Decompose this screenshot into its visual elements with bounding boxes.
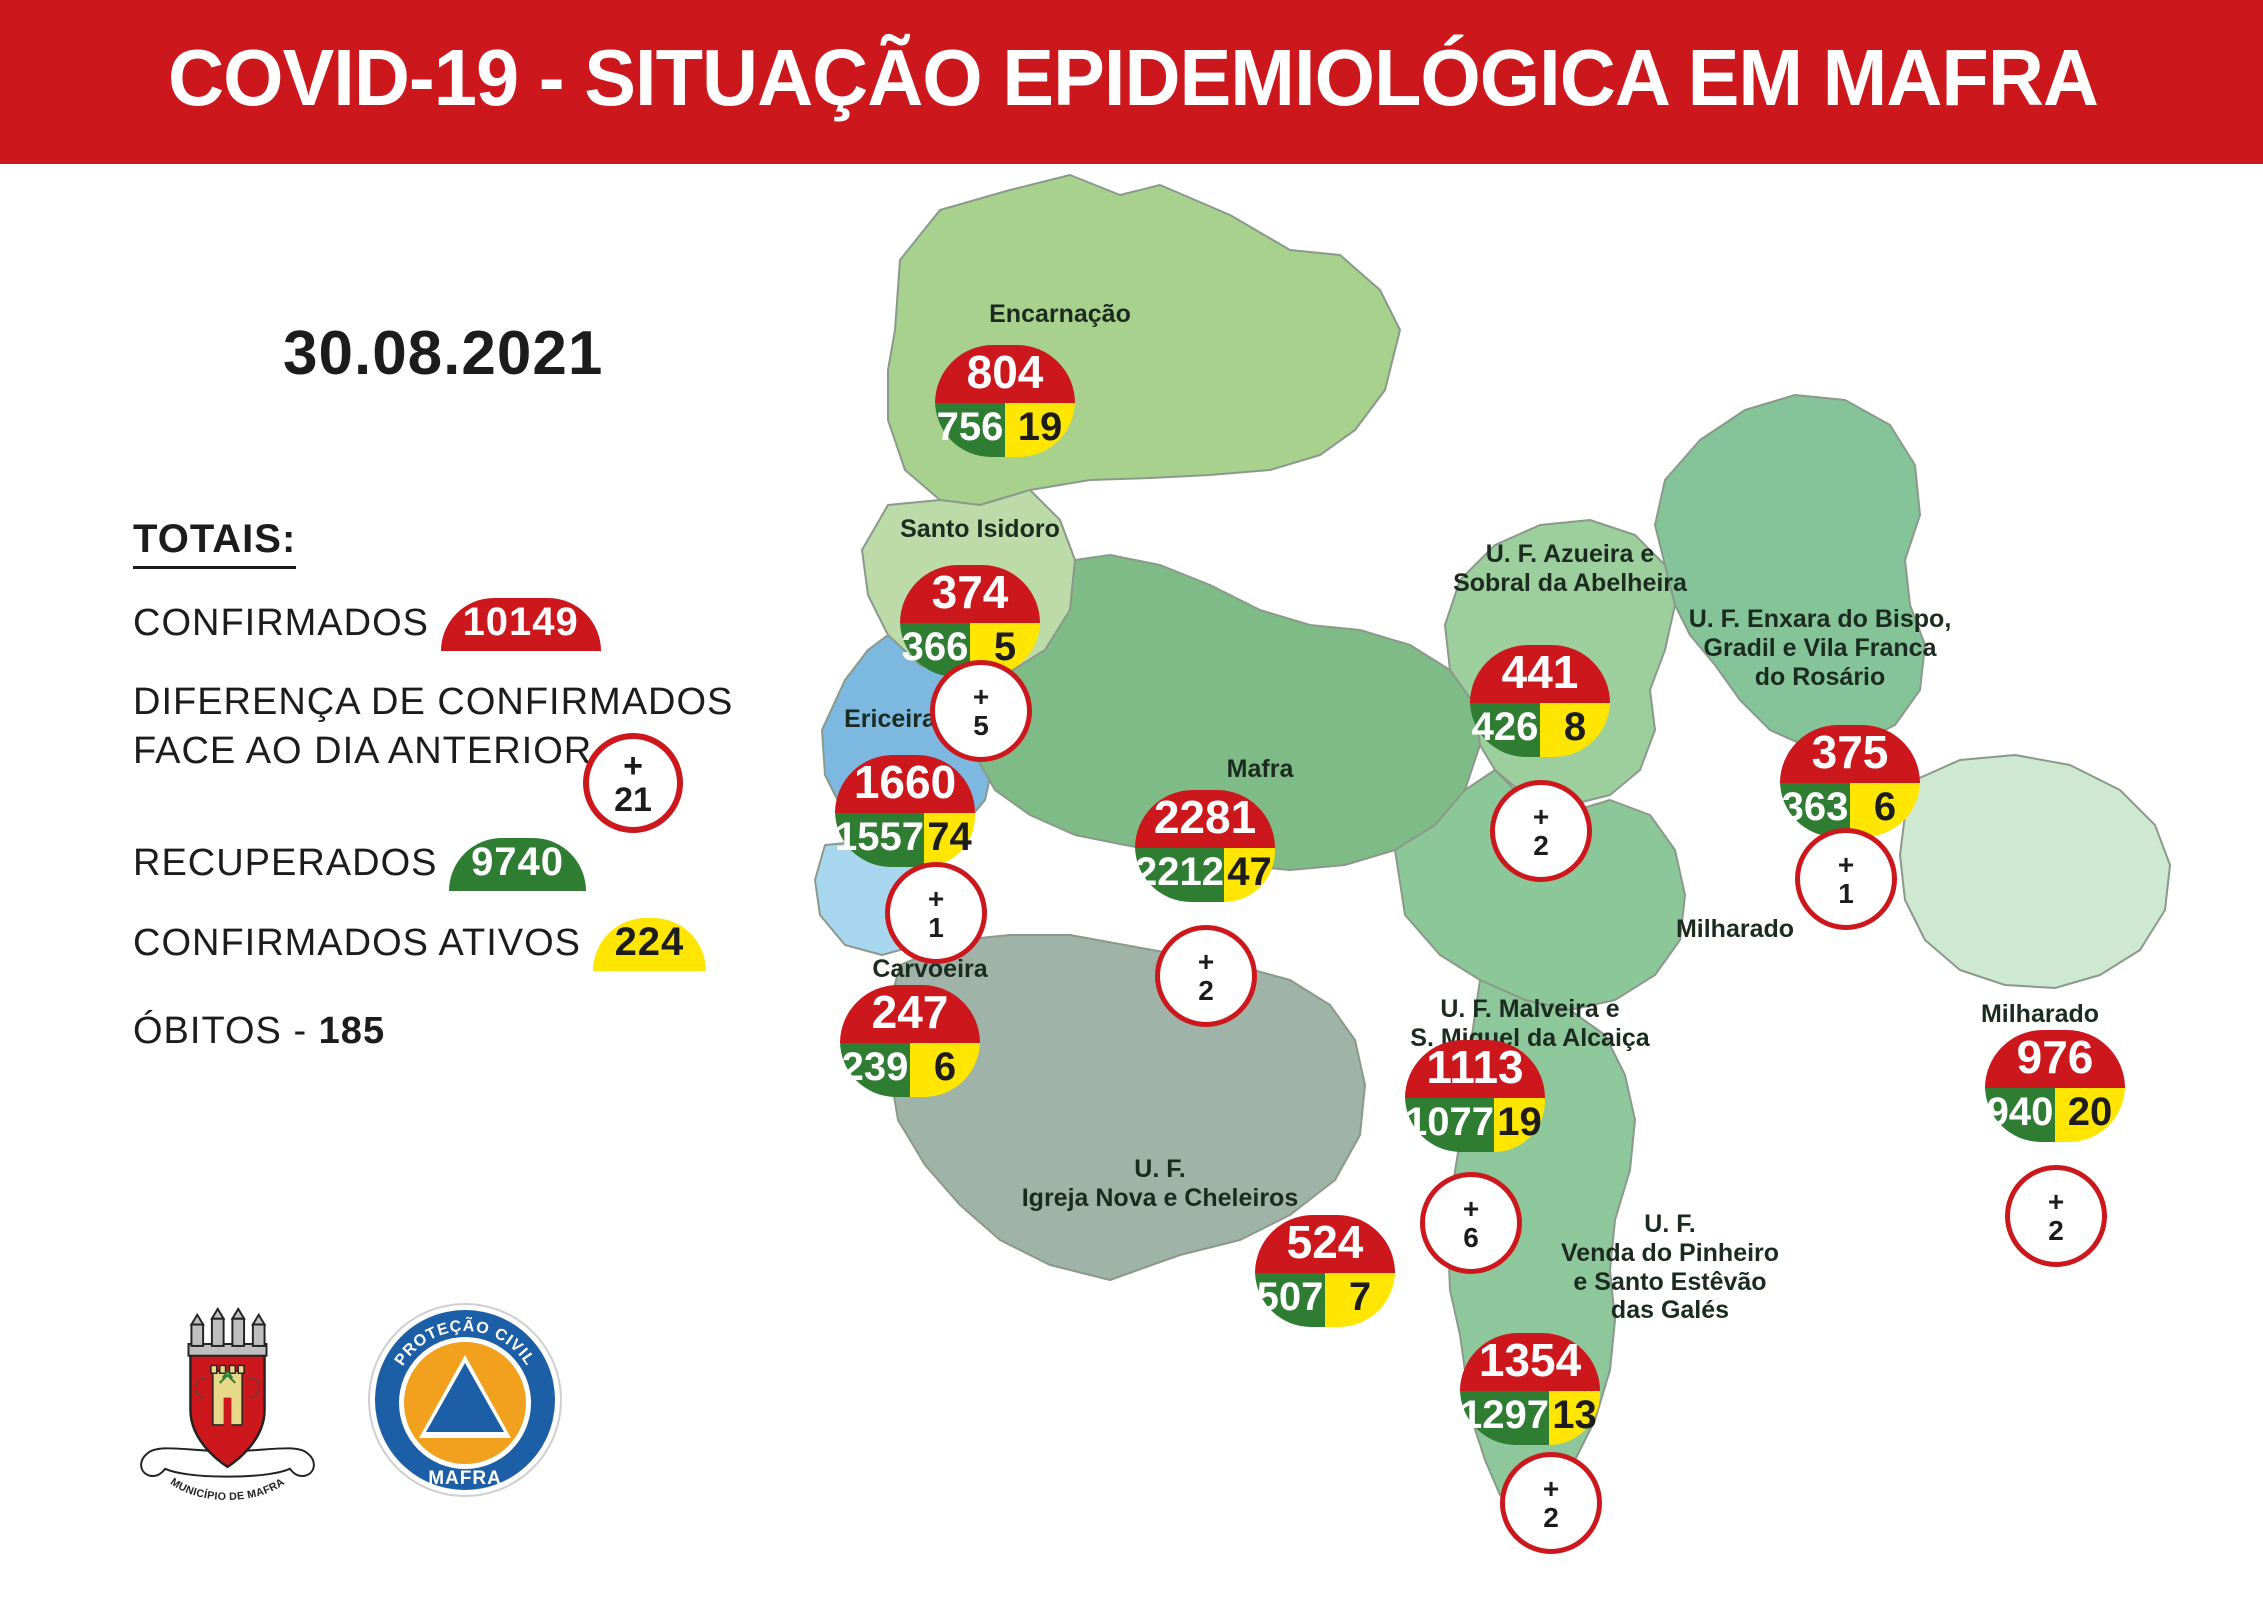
svg-text:MAFRA: MAFRA (428, 1468, 502, 1489)
svg-text:MUNICÍPIO DE MAFRA: MUNICÍPIO DE MAFRA (168, 1476, 287, 1500)
